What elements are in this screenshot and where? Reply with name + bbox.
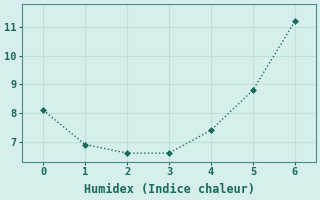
- X-axis label: Humidex (Indice chaleur): Humidex (Indice chaleur): [84, 183, 254, 196]
